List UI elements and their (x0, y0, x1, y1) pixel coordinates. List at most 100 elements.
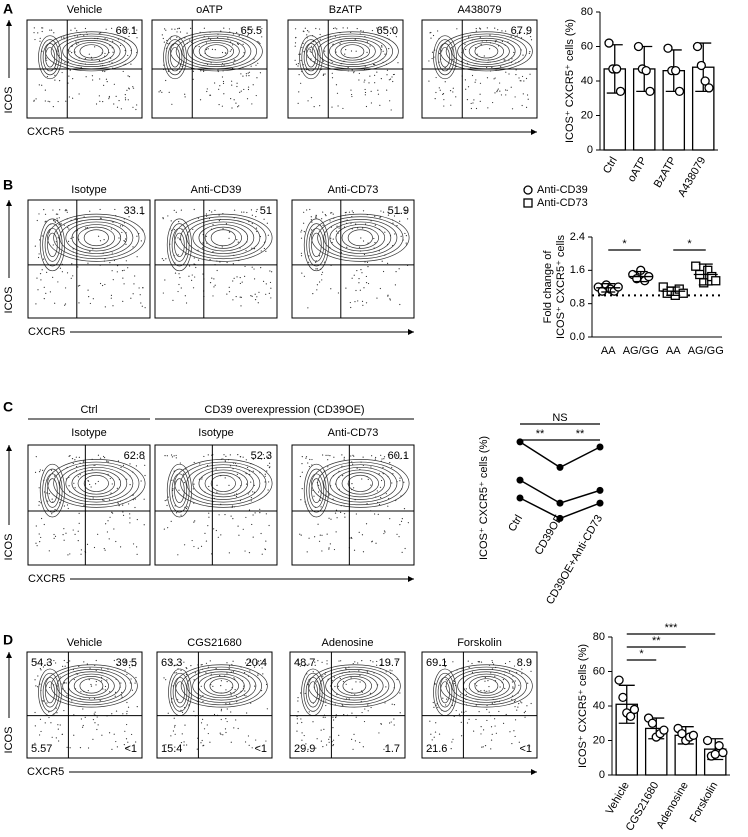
event-dot (491, 659, 493, 662)
event-dot (254, 512, 256, 514)
plot-frame (154, 444, 278, 566)
density-contour (334, 42, 370, 61)
event-dot (325, 744, 328, 746)
event-dot (109, 516, 111, 518)
event-dot (232, 660, 234, 662)
event-dot (94, 711, 96, 713)
event-dot (131, 689, 134, 691)
event-dot (479, 82, 482, 84)
event-dot (64, 62, 66, 64)
event-dot (226, 662, 228, 664)
event-dot (389, 669, 391, 671)
event-dot (375, 456, 377, 459)
event-dot (494, 27, 496, 29)
event-dot (128, 216, 130, 218)
event-dot (308, 663, 310, 665)
event-dot (358, 79, 360, 81)
plot-frame (27, 444, 151, 566)
event-dot (514, 680, 516, 682)
density-contour (203, 676, 239, 696)
event-dot (405, 212, 407, 214)
event-dot (83, 35, 85, 37)
event-dot (332, 727, 334, 729)
y-tick-label: 40 (581, 75, 593, 87)
event-dot (38, 84, 40, 86)
event-dot (452, 738, 454, 740)
y-axis-title: ICOS⁺ CXCR5⁺ cells (%) (478, 436, 490, 560)
event-dot (127, 54, 129, 57)
event-dot (526, 94, 529, 96)
event-dot (345, 698, 348, 700)
event-dot (429, 720, 431, 722)
event-dot (89, 302, 91, 305)
event-dot (364, 223, 367, 225)
event-dot (185, 667, 187, 669)
event-dot (268, 467, 271, 469)
event-dot (108, 499, 111, 501)
event-dot (54, 302, 56, 304)
arrow-head (6, 20, 12, 26)
event-dot (144, 474, 146, 477)
event-dot (205, 672, 207, 674)
event-dot (205, 42, 208, 44)
event-dot (50, 722, 52, 724)
event-dot (322, 746, 324, 748)
event-dot (38, 533, 40, 535)
event-dot (363, 720, 366, 723)
event-dot (239, 276, 241, 279)
event-dot (59, 502, 61, 504)
event-dot (49, 686, 51, 689)
event-dot (389, 462, 391, 464)
event-dot (52, 244, 54, 246)
event-dot (362, 456, 364, 458)
event-dot (239, 456, 241, 458)
event-dot (34, 725, 36, 727)
event-dot (174, 733, 176, 735)
event-dot (369, 75, 371, 77)
event-dot (136, 235, 138, 237)
event-dot (115, 95, 117, 98)
event-dot (430, 37, 432, 39)
event-dot (361, 691, 363, 693)
event-dot (399, 212, 401, 214)
event-dot (429, 32, 431, 34)
event-dot (307, 748, 309, 750)
event-dot (55, 241, 57, 243)
event-dot (135, 676, 137, 679)
event-dot (68, 455, 70, 457)
event-dot (131, 665, 133, 667)
event-dot (360, 237, 362, 239)
event-dot (455, 96, 457, 98)
event-dot (241, 211, 243, 213)
event-dot (183, 544, 186, 546)
density-contour (186, 464, 261, 503)
event-dot (120, 682, 122, 684)
event-dot (384, 702, 386, 704)
event-dot (294, 59, 296, 61)
event-dot (467, 62, 469, 65)
event-dot (208, 512, 210, 514)
significance-label: * (639, 648, 644, 660)
event-dot (218, 220, 220, 222)
event-dot (115, 540, 117, 543)
event-dot (203, 455, 205, 458)
event-dot (322, 675, 324, 677)
event-dot (50, 29, 53, 31)
event-dot (88, 296, 90, 298)
event-dot (46, 662, 48, 664)
quadrant-percent: 21.6 (426, 743, 447, 755)
event-dot (247, 86, 250, 88)
plot-title: Isotype (198, 427, 233, 439)
event-dot (194, 672, 196, 674)
event-dot (504, 89, 507, 91)
error-bar (601, 283, 616, 293)
event-dot (220, 534, 222, 536)
event-dot (336, 693, 338, 696)
event-dot (475, 79, 477, 81)
density-contour (71, 469, 122, 498)
event-dot (521, 702, 523, 704)
event-dot (431, 739, 433, 741)
event-dot (167, 42, 169, 45)
event-dot (115, 740, 117, 743)
event-dot (195, 266, 197, 269)
